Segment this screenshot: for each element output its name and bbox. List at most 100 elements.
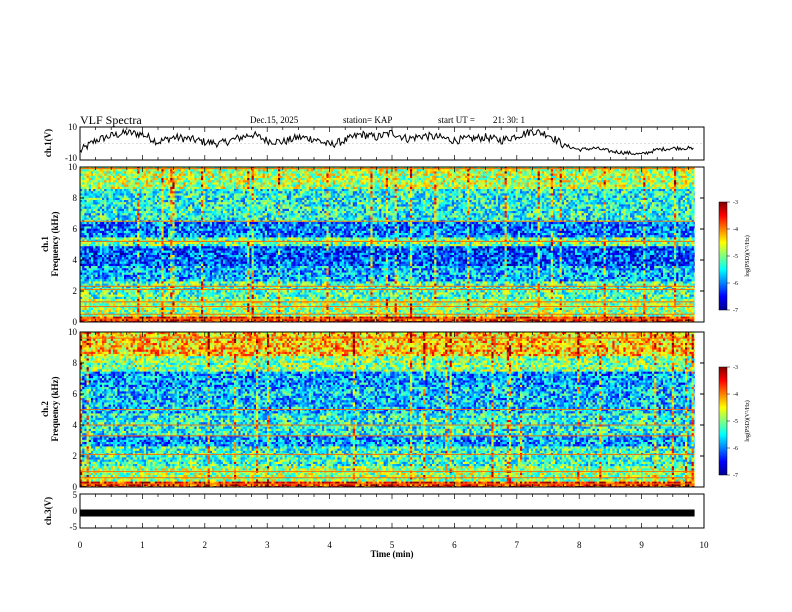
spectrogram-cell [113,182,116,185]
spectrogram-cell [97,246,100,249]
spectrogram-cell [148,257,151,260]
spectrogram-cell [220,270,224,273]
spectrogram-cell [97,314,100,317]
spectrogram-cell [106,266,109,269]
spectrogram-cell [201,224,204,227]
spectrogram-cell [190,182,193,185]
spectrogram-cell [154,208,158,212]
spectrogram-cell [115,259,118,262]
spectrogram-cell [146,213,149,216]
spectrogram-cell [181,239,184,242]
spectrogram-cell [121,290,125,293]
spectrogram-cell [176,202,180,205]
spectrogram-cell [119,270,122,273]
spectrogram-cell [172,268,175,271]
spectrogram-cell [124,184,127,187]
spectrogram-cell [170,189,173,192]
spectrogram-cell [225,228,228,231]
spectrogram-cell [108,204,111,207]
spectrogram-cell [128,283,131,286]
spectrogram-cell [194,237,197,240]
spectrogram-cell [229,316,232,319]
spectrogram-cell [148,173,151,176]
spectrogram-cell [179,268,182,271]
spectrogram-cell [229,230,232,234]
spectrogram-cell [117,248,120,251]
spectrogram-cell [108,239,111,242]
spectrogram-cell [187,169,191,172]
spectrogram-cell [172,189,175,192]
spectrogram-cell [196,283,199,286]
spectrogram-cell [99,310,103,313]
spectrogram-cell [170,261,173,264]
spectrogram-cell [119,292,122,295]
spectrogram-cell [185,224,188,227]
spectrogram-cell [170,195,173,198]
spectrogram-cell [146,259,149,262]
spectrogram-cell [176,292,180,295]
spectrogram-cell [130,226,133,229]
spectrogram-cell [119,184,122,187]
spectrogram-cell [172,281,175,284]
spectrogram-cell [218,206,221,209]
spectrogram-cell [216,202,219,205]
spectrogram-cell [161,206,164,209]
spectrogram-cell [117,303,120,306]
spectrogram-cell [157,200,160,203]
spectrogram-cell [110,239,114,242]
spectrogram-cell [148,296,151,300]
spectrogram-cell [192,237,195,240]
spectrogram-cell [135,272,138,275]
spectrogram-cell [201,303,204,306]
spectrogram-cell [205,215,208,218]
spectrogram-cell [141,213,144,216]
spectrogram-cell [86,208,89,212]
spectrogram-cell [157,228,160,231]
spectrogram-cell [150,215,153,218]
spectrogram-cell [146,272,149,275]
spectrogram-cell [225,299,228,302]
spectrogram-cell [91,270,94,273]
spectrogram-cell [194,285,197,289]
spectrogram-cell [209,175,213,179]
spectrogram-cell [152,241,155,245]
spectrogram-cell [159,230,162,234]
spectrogram-cell [121,318,125,322]
spectrogram-cell [220,233,224,236]
spectrogram-cell [168,281,171,284]
spectrogram-cell [113,193,116,196]
spectrogram-cell [154,312,158,315]
spectrogram-cell [154,250,158,253]
spectrogram-cell [225,195,228,198]
spectrogram-cell [106,316,109,319]
spectrogram-cell [198,310,202,313]
spectrogram-cell [121,270,125,273]
spectrogram-cell [170,241,173,245]
spectrogram-cell [185,272,188,275]
spectrogram-cell [117,281,120,284]
spectrogram-cell [207,244,210,247]
spectrogram-cell [165,228,169,231]
spectrogram-cell [124,314,127,317]
spectrogram-cell [216,237,219,240]
spectrogram-cell [218,316,221,319]
spectrogram-cell [135,226,138,229]
spectrogram-cell [119,307,122,311]
spectrogram-cell [150,228,153,231]
spectrogram-cell [104,310,107,313]
spectrogram-cell [135,277,138,280]
spectrogram-cell [174,200,177,203]
spectrogram-cell [84,255,87,258]
spectrogram-cell [168,208,171,212]
spectrogram-cell [99,301,103,304]
spectrogram-cell [190,175,193,179]
spectrogram-cell [223,237,226,240]
spectrogram-cell [209,191,213,194]
spectrogram-cell [126,246,129,249]
spectrogram-cell [124,206,127,209]
spectrogram-cell [132,285,136,289]
spectrogram-cell [82,215,85,218]
spectrogram-cell [102,189,105,192]
spectrogram-cell [124,312,127,315]
spectrogram-cell [119,285,122,289]
